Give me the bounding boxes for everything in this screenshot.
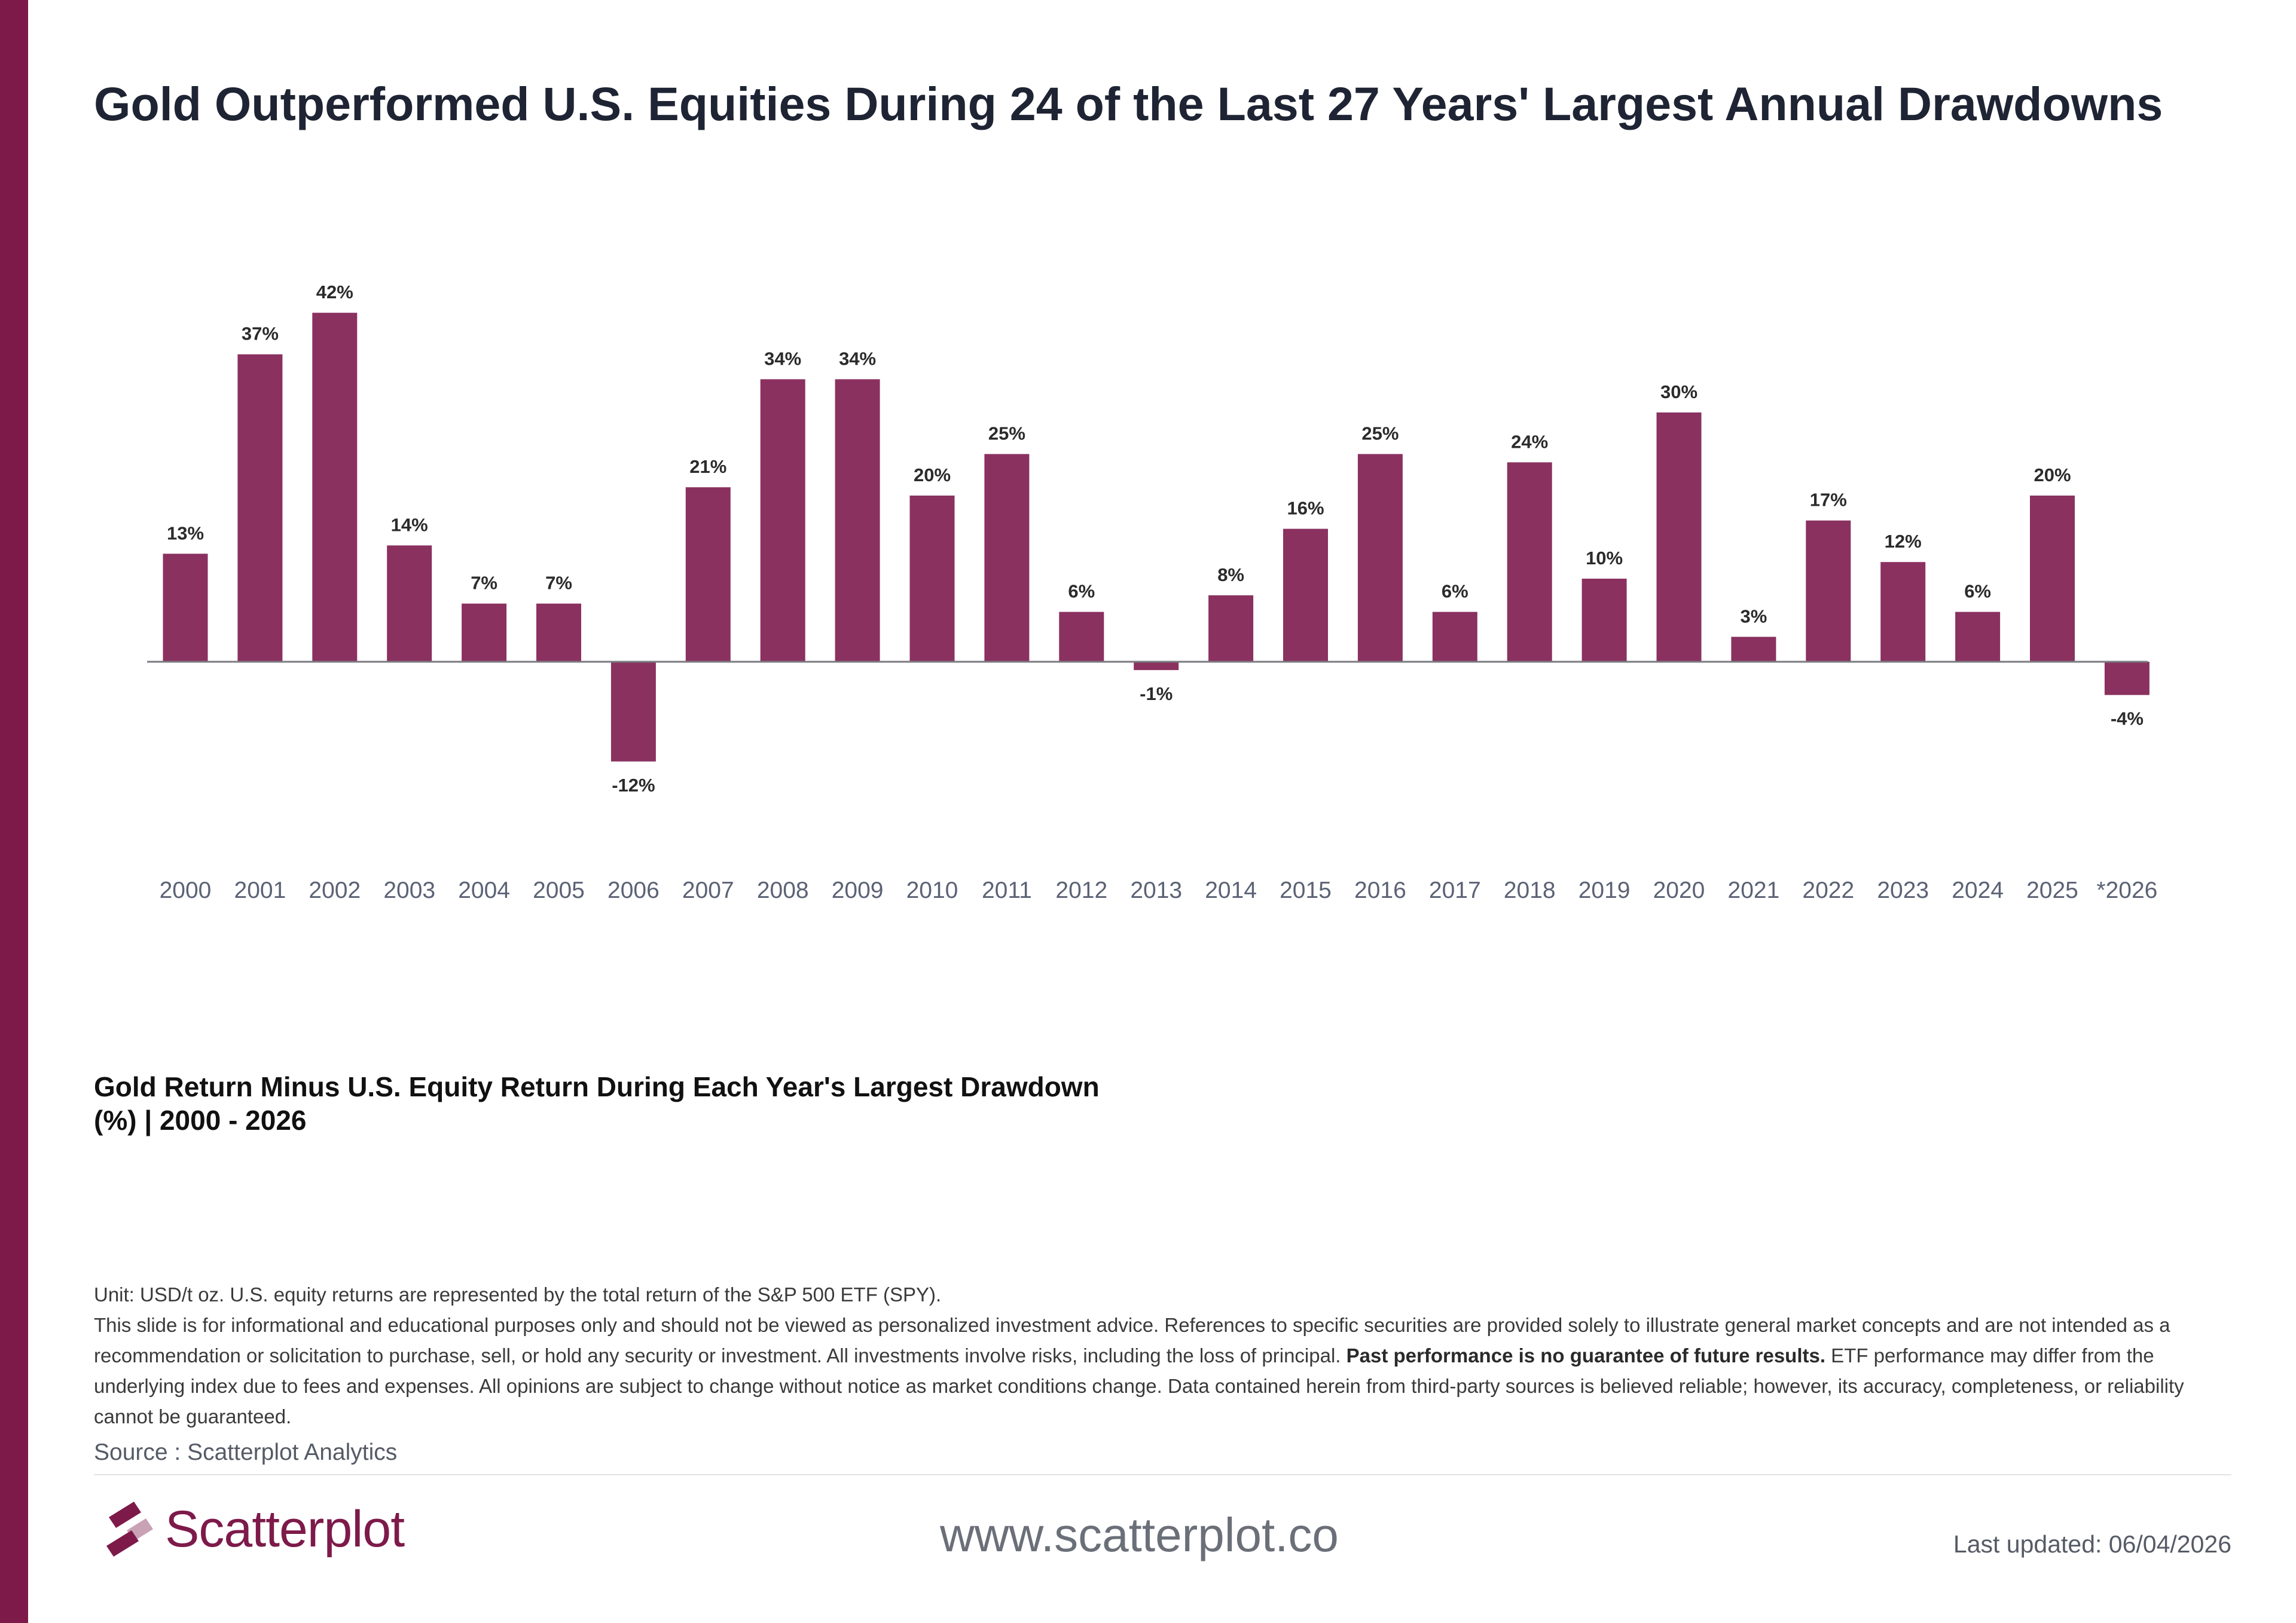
page-title: Gold Outperformed U.S. Equities During 2… [94,77,2163,130]
x-tick-label-2011: 2011 [982,878,1032,903]
bar-2020 [1656,412,1702,662]
bar-2015 [1283,528,1328,662]
bar-2007 [685,487,731,662]
data-label-2014: 8% [1217,564,1244,585]
accent-side-bar [0,0,28,1623]
data-label-2008: 34% [764,348,801,369]
source-note: Source : Scatterplot Analytics [94,1439,398,1465]
x-tick-label-2000: 2000 [160,878,212,903]
bar-2023 [1880,562,1926,662]
bar-2022 [1806,520,1851,662]
x-tick-label-2024: 2024 [1952,878,2004,903]
x-tick-label-2016: 2016 [1354,878,1406,903]
bar-2013 [1134,662,1179,670]
x-tick-label-2022: 2022 [1802,878,1854,903]
x-tick-label-2003: 2003 [383,878,435,903]
last-updated: Last updated: 06/04/2026 [1953,1530,2231,1558]
bar-2005 [536,603,581,662]
data-label-2019: 10% [1586,548,1623,568]
brand-name: Scatterplot [165,1500,405,1558]
data-label-2003: 14% [391,514,428,535]
bar-2025 [2030,496,2075,662]
data-label-2006: -12% [612,775,655,796]
x-tick-label-2017: 2017 [1429,878,1481,903]
disclaimer-bold-text: Past performance is no guarantee of futu… [1346,1344,1826,1367]
bar-2014 [1208,595,1254,662]
x-tick-label-2005: 2005 [533,878,585,903]
bar-2002 [312,313,358,662]
data-label-2016: 25% [1361,423,1399,444]
x-tick-label-2018: 2018 [1504,878,1556,903]
data-label-2018: 24% [1511,431,1548,452]
data-label-2017: 6% [1442,581,1468,602]
data-label-2002: 42% [316,282,353,302]
data-label-2022: 17% [1810,490,1847,511]
x-tick-label-*2026: *2026 [2096,878,2157,903]
data-label-2025: 20% [2034,464,2071,485]
bar-*2026 [2104,662,2150,695]
data-label-2009: 34% [839,348,876,369]
unit-note: Unit: USD/t oz. U.S. equity returns are … [94,1283,942,1306]
data-label-2000: 13% [167,522,204,543]
x-tick-label-2010: 2010 [906,878,958,903]
x-tick-label-2023: 2023 [1877,878,1929,903]
data-label-2023: 12% [1885,531,1922,552]
x-tick-label-2020: 2020 [1653,878,1705,903]
x-tick-label-2012: 2012 [1055,878,1107,903]
bar-2011 [984,454,1030,662]
bar-2024 [1955,612,2001,662]
bar-2019 [1581,579,1627,662]
x-tick-label-2001: 2001 [234,878,286,903]
bar-2016 [1357,454,1403,662]
data-label-2015: 16% [1287,498,1324,519]
x-tick-label-2004: 2004 [458,878,510,903]
bar-2012 [1059,612,1104,662]
bar-2004 [462,603,507,662]
data-label-2005: 7% [545,573,572,594]
data-label-2004: 7% [471,573,497,594]
data-label-2021: 3% [1740,606,1767,626]
x-tick-label-2006: 2006 [607,878,660,903]
bar-2001 [237,354,283,662]
x-tick-label-2014: 2014 [1205,878,1257,903]
bar-2021 [1731,637,1776,662]
data-label-2012: 6% [1068,581,1095,602]
x-tick-label-2013: 2013 [1130,878,1182,903]
data-label-2013: -1% [1140,683,1173,704]
bar-2009 [835,379,880,662]
data-label-2011: 25% [988,423,1025,444]
data-label-2010: 20% [914,464,951,485]
x-tick-label-2019: 2019 [1578,878,1631,903]
bar-2000 [163,554,208,662]
bar-chart: 13% 2000 37% 2001 42% 2002 14% 2003 7% 2004 7% 2005… [147,282,2157,903]
disclaimer-text: This slide is for informational and educ… [94,1314,2170,1367]
bar-2008 [760,379,805,662]
data-label-*2026: -4% [2111,708,2144,729]
bar-2003 [387,545,432,662]
chart-subtitle: Gold Return Minus U.S. Equity Return Dur… [94,1071,1100,1136]
scatterplot-logo-icon [106,1502,153,1557]
data-label-2020: 30% [1660,381,1697,402]
bar-2006 [610,662,656,762]
x-tick-label-2015: 2015 [1280,878,1332,903]
x-tick-label-2025: 2025 [2026,878,2078,903]
footer-divider [94,1474,2231,1475]
bar-2018 [1507,462,1552,662]
x-tick-label-2021: 2021 [1728,878,1780,903]
footnotes: Unit: USD/t oz. U.S. equity returns are … [94,1279,2222,1432]
data-label-2024: 6% [1964,581,1991,602]
disclaimer-text-end: ETF performance may differ from the unde… [94,1344,2184,1428]
x-tick-label-2009: 2009 [832,878,884,903]
bar-2017 [1432,612,1477,662]
disclaimer: This slide is for informational and educ… [94,1310,2222,1432]
data-label-2007: 21% [689,456,726,477]
website-url[interactable]: www.scatterplot.co [940,1508,1339,1561]
brand-logo[interactable]: Scatterplot [103,1499,405,1559]
x-tick-label-2008: 2008 [757,878,809,903]
x-tick-label-2007: 2007 [682,878,734,903]
x-tick-label-2002: 2002 [309,878,361,903]
data-label-2001: 37% [242,323,279,344]
bar-2010 [909,496,955,662]
